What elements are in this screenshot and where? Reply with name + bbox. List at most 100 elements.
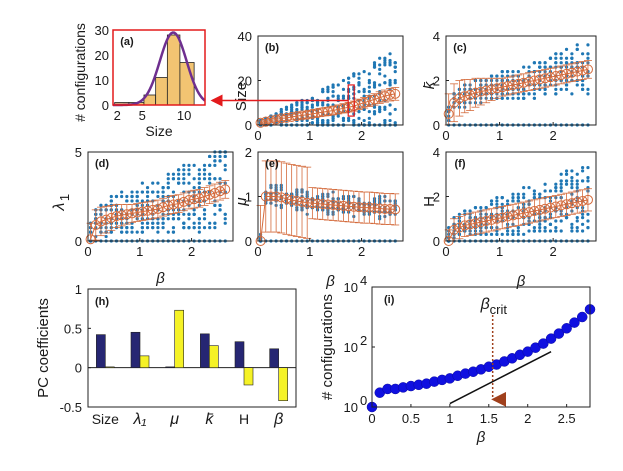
x-tick-label: 2	[550, 128, 557, 143]
scatter-point	[182, 221, 186, 225]
scatter-point	[378, 72, 382, 76]
scatter-point	[284, 105, 289, 109]
scatter-point	[564, 179, 569, 183]
mean-marker	[343, 201, 354, 212]
scatter-point	[581, 52, 585, 56]
scatter-point	[522, 65, 526, 69]
scatter-point	[290, 107, 294, 112]
scatter-point	[171, 172, 176, 176]
scatter-point	[187, 168, 191, 172]
y-tick-label: 2	[433, 190, 440, 205]
mean-series	[443, 60, 593, 126]
scatter-point	[352, 72, 356, 76]
scatter-point	[187, 212, 191, 216]
mean-marker	[529, 75, 540, 86]
scatter-point	[564, 83, 569, 87]
mean-marker	[572, 197, 583, 208]
mean-marker	[475, 217, 486, 228]
mean-marker	[220, 184, 231, 195]
scatter-point	[166, 172, 170, 176]
scatter-point	[372, 105, 377, 109]
scatter-point	[151, 226, 155, 230]
scatter-point	[166, 230, 170, 234]
x-tick-label: 0	[368, 411, 375, 426]
scatter-point	[575, 186, 579, 190]
scatter-point	[331, 118, 335, 123]
mean-marker	[85, 234, 96, 245]
panel-f: 0 1 2 0 2 4 (f) Hβ	[421, 145, 597, 290]
scatter-point	[156, 230, 160, 234]
mean-marker	[556, 69, 567, 80]
scatter-point	[564, 182, 569, 186]
mean-marker	[142, 205, 153, 216]
scatter-point	[570, 169, 574, 173]
scatter-point	[495, 74, 499, 78]
mean-marker	[540, 73, 551, 84]
y-tick-label: 0.5	[64, 321, 82, 336]
scatter-point	[388, 78, 392, 83]
scatter-point	[125, 230, 129, 234]
scatter-point	[140, 199, 144, 203]
scatter-point	[522, 92, 526, 96]
scatter-point	[586, 87, 590, 91]
mean-marker	[379, 91, 390, 102]
x-tick-label: 0	[254, 128, 261, 143]
scatter-point	[575, 47, 579, 51]
scatter-point	[197, 186, 201, 190]
mean-marker	[497, 82, 508, 93]
scatter-point	[489, 74, 494, 78]
scatter-point	[341, 116, 346, 120]
x-axis-label: β	[325, 273, 335, 290]
mean-marker	[297, 110, 308, 121]
mean-marker	[566, 67, 577, 78]
scatter-point	[388, 61, 392, 65]
scatter-point	[341, 118, 346, 123]
y-axis-label: # configurations	[319, 294, 336, 400]
mean-marker	[507, 79, 518, 90]
scatter-point	[208, 181, 212, 185]
y-axis-label: H	[421, 196, 438, 207]
bar-pc2	[209, 345, 219, 368]
axes-box	[87, 151, 234, 242]
mean-marker	[271, 114, 282, 125]
mean-line	[448, 68, 589, 115]
mean-marker	[513, 209, 524, 220]
x-tick-label: 2.5	[558, 411, 576, 426]
scatter-point	[538, 65, 542, 69]
bar-pc1	[234, 341, 245, 368]
mean-marker	[524, 76, 535, 87]
scatter-point	[187, 163, 191, 167]
y-tick-label: 1	[245, 190, 252, 205]
x-tick-label: 1	[306, 128, 313, 143]
category-label: H	[239, 411, 249, 427]
scatter-point	[393, 65, 397, 69]
x-axis-label: β	[155, 270, 165, 287]
scatter-point	[202, 177, 207, 181]
mean-marker	[307, 198, 318, 209]
mean-marker	[561, 68, 572, 79]
scatter-point	[140, 221, 144, 225]
x-tick-label: 5	[139, 108, 146, 123]
scatter-point	[543, 189, 547, 193]
scatter-point	[156, 194, 160, 199]
scatter-point	[473, 206, 478, 210]
scatter-point	[548, 222, 553, 226]
scatter-point	[305, 101, 309, 105]
mean-marker	[291, 111, 302, 122]
mean-marker	[561, 199, 572, 210]
scatter-point	[522, 232, 526, 236]
scatter-point	[171, 190, 176, 194]
scatter-point	[145, 226, 150, 230]
mean-marker	[147, 204, 158, 215]
scatter-point	[326, 118, 330, 123]
scatter-point	[378, 67, 382, 71]
hist-bar	[155, 77, 168, 106]
scatter-point	[177, 212, 181, 216]
scatter-point	[161, 226, 165, 230]
scatter-point	[367, 90, 371, 94]
scatter-point	[161, 186, 165, 190]
mean-marker	[152, 203, 163, 214]
mean-marker	[470, 87, 481, 98]
